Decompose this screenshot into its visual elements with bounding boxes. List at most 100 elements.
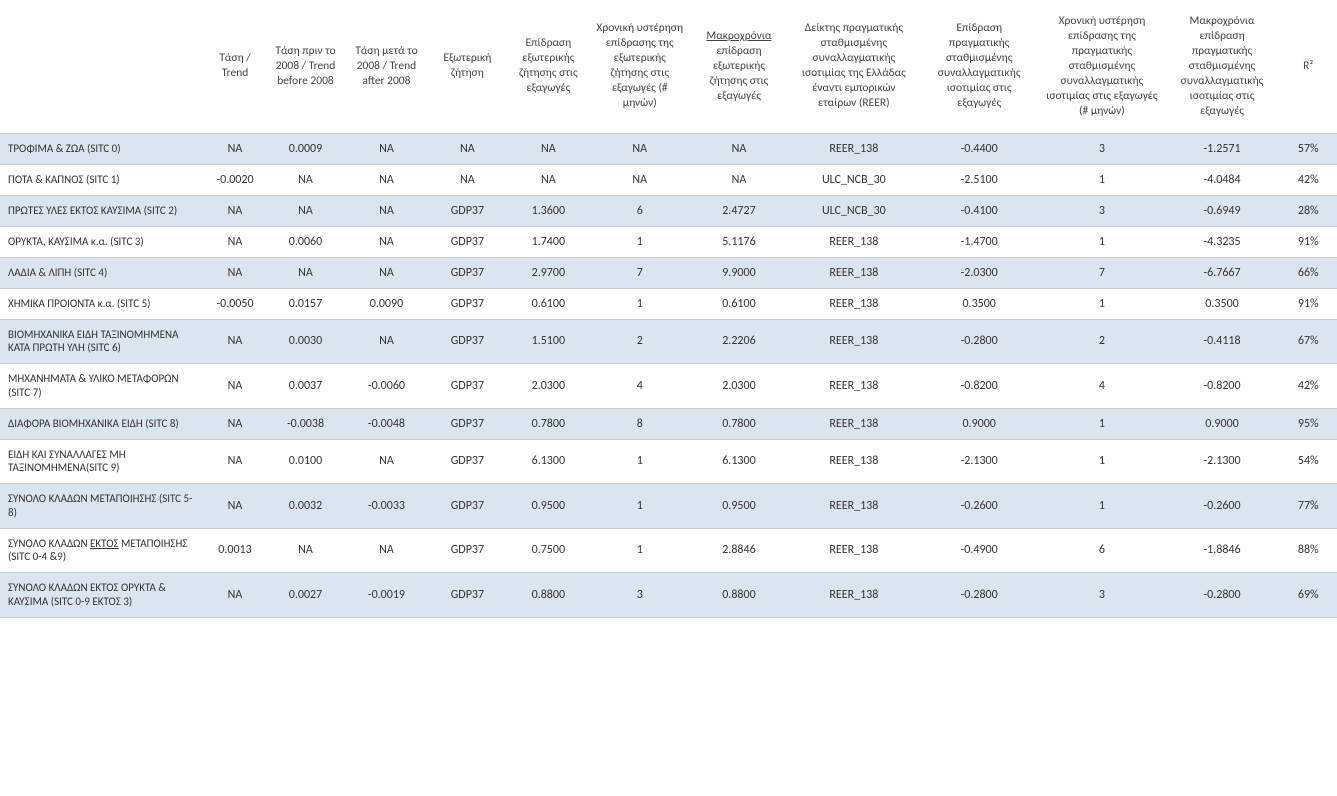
- cell: -0.2800: [1165, 573, 1280, 618]
- cell: 91%: [1279, 226, 1337, 257]
- row-label: ΣΥΝΟΛΟ ΚΛΑΔΩΝ ΕΚΤΟΣ ΜΕΤΑΠΟΙΗΣΗΣ (SITC 0-…: [0, 528, 204, 573]
- table-row: ΜΗΧΑΝΗΜΑΤΑ & ΥΛΙΚΟ ΜΕΤΑΦΟΡΩΝ (SITC 7)NA0…: [0, 364, 1337, 409]
- row-label: ΠΡΩΤΕΣ ΥΛΕΣ ΕΚΤΟΣ ΚΑΥΣΙΜΑ (SITC 2): [0, 195, 204, 226]
- cell: NA: [204, 408, 267, 439]
- table-body: ΤΡΟΦΙΜΑ & ΖΩΑ (SITC 0)NA0.0009NANANANANA…: [0, 133, 1337, 617]
- cell: -0.0019: [345, 573, 429, 618]
- cell: 0.6100: [689, 288, 788, 319]
- cell: NA: [689, 164, 788, 195]
- col-header-9: Επίδραση πραγματικής σταθμισμένης συναλλ…: [919, 0, 1039, 133]
- col-header-5: Επίδραση εξωτερικής ζήτησης στις εξαγωγέ…: [507, 0, 591, 133]
- col-header-6: Χρονική υστέρηση επίδρασης της εξωτερική…: [590, 0, 689, 133]
- cell: 2.0300: [689, 364, 788, 409]
- cell: NA: [345, 226, 429, 257]
- data-table: Τάση / TrendΤάση πριν το 2008 / Trend be…: [0, 0, 1337, 618]
- row-label: ΤΡΟΦΙΜΑ & ΖΩΑ (SITC 0): [0, 133, 204, 164]
- cell: REER_138: [789, 528, 920, 573]
- cell: GDP37: [428, 226, 506, 257]
- cell: -0.2600: [1165, 484, 1280, 529]
- cell: REER_138: [789, 133, 920, 164]
- cell: NA: [345, 439, 429, 484]
- cell: 1: [590, 226, 689, 257]
- cell: 69%: [1279, 573, 1337, 618]
- cell: 0.7800: [507, 408, 591, 439]
- table-row: ΠΡΩΤΕΣ ΥΛΕΣ ΕΚΤΟΣ ΚΑΥΣΙΜΑ (SITC 2)NANANA…: [0, 195, 1337, 226]
- col-header-1: Τάση / Trend: [204, 0, 267, 133]
- cell: 7: [1039, 257, 1164, 288]
- cell: 1: [590, 288, 689, 319]
- cell: -0.8200: [1165, 364, 1280, 409]
- cell: NA: [428, 133, 506, 164]
- cell: -2.1300: [1165, 439, 1280, 484]
- cell: 6: [590, 195, 689, 226]
- cell: 0.6100: [507, 288, 591, 319]
- cell: NA: [204, 573, 267, 618]
- cell: 0.0032: [266, 484, 344, 529]
- cell: -0.4900: [919, 528, 1039, 573]
- cell: 66%: [1279, 257, 1337, 288]
- cell: NA: [590, 164, 689, 195]
- cell: 1: [1039, 164, 1164, 195]
- cell: -0.4400: [919, 133, 1039, 164]
- table-row: ΕΙΔΗ ΚΑΙ ΣΥΝΑΛΛΑΓΕΣ ΜΗ ΤΑΞΙΝΟΜΗΜΕΝΑ(SITC…: [0, 439, 1337, 484]
- row-label: ΜΗΧΑΝΗΜΑΤΑ & ΥΛΙΚΟ ΜΕΤΑΦΟΡΩΝ (SITC 7): [0, 364, 204, 409]
- cell: 42%: [1279, 364, 1337, 409]
- cell: REER_138: [789, 288, 920, 319]
- cell: 88%: [1279, 528, 1337, 573]
- cell: 1: [1039, 439, 1164, 484]
- cell: -1.2571: [1165, 133, 1280, 164]
- col-header-12: R²: [1279, 0, 1337, 133]
- cell: GDP37: [428, 573, 506, 618]
- cell: 4: [1039, 364, 1164, 409]
- cell: -0.2800: [919, 573, 1039, 618]
- cell: 0.0009: [266, 133, 344, 164]
- cell: ULC_NCB_30: [789, 164, 920, 195]
- col-header-11: Μακροχρόνια επίδραση πραγματικής σταθμισ…: [1165, 0, 1280, 133]
- cell: -0.0060: [345, 364, 429, 409]
- cell: NA: [266, 164, 344, 195]
- cell: -0.4100: [919, 195, 1039, 226]
- cell: 0.9000: [919, 408, 1039, 439]
- cell: -1.8846: [1165, 528, 1280, 573]
- cell: -0.0038: [266, 408, 344, 439]
- cell: NA: [266, 195, 344, 226]
- table-row: ΣΥΝΟΛΟ ΚΛΑΔΩΝ ΕΚΤΟΣ ΜΕΤΑΠΟΙΗΣΗΣ (SITC 0-…: [0, 528, 1337, 573]
- table-row: ΒΙΟΜΗΧΑΝΙΚΑ ΕΙΔΗ ΤΑΞΙΝΟΜΗΜΕΝΑ ΚΑΤΑ ΠΡΩΤΗ…: [0, 319, 1337, 364]
- cell: -0.0020: [204, 164, 267, 195]
- cell: 1: [1039, 408, 1164, 439]
- cell: -0.0048: [345, 408, 429, 439]
- cell: 1: [590, 439, 689, 484]
- cell: 1.7400: [507, 226, 591, 257]
- cell: 28%: [1279, 195, 1337, 226]
- col-header-2: Τάση πριν το 2008 / Trend before 2008: [266, 0, 344, 133]
- cell: NA: [345, 164, 429, 195]
- cell: -6.7667: [1165, 257, 1280, 288]
- cell: 3: [590, 573, 689, 618]
- cell: NA: [266, 528, 344, 573]
- table-row: ΤΡΟΦΙΜΑ & ΖΩΑ (SITC 0)NA0.0009NANANANANA…: [0, 133, 1337, 164]
- cell: NA: [345, 133, 429, 164]
- cell: 6.1300: [507, 439, 591, 484]
- cell: 6: [1039, 528, 1164, 573]
- cell: 91%: [1279, 288, 1337, 319]
- cell: 0.0090: [345, 288, 429, 319]
- cell: GDP37: [428, 528, 506, 573]
- cell: NA: [507, 133, 591, 164]
- cell: 2: [590, 319, 689, 364]
- cell: 77%: [1279, 484, 1337, 529]
- cell: GDP37: [428, 364, 506, 409]
- cell: 0.0027: [266, 573, 344, 618]
- cell: 0.0157: [266, 288, 344, 319]
- cell: 1.5100: [507, 319, 591, 364]
- cell: -2.5100: [919, 164, 1039, 195]
- cell: 0.3500: [919, 288, 1039, 319]
- cell: NA: [204, 226, 267, 257]
- cell: 8: [590, 408, 689, 439]
- cell: NA: [345, 528, 429, 573]
- row-label: ΒΙΟΜΗΧΑΝΙΚΑ ΕΙΔΗ ΤΑΞΙΝΟΜΗΜΕΝΑ ΚΑΤΑ ΠΡΩΤΗ…: [0, 319, 204, 364]
- cell: -0.2800: [919, 319, 1039, 364]
- col-header-7: Μακροχρόνια επίδραση εξωτερικής ζήτησης …: [689, 0, 788, 133]
- cell: 2.8846: [689, 528, 788, 573]
- row-label: ΕΙΔΗ ΚΑΙ ΣΥΝΑΛΛΑΓΕΣ ΜΗ ΤΑΞΙΝΟΜΗΜΕΝΑ(SITC…: [0, 439, 204, 484]
- cell: 1: [1039, 226, 1164, 257]
